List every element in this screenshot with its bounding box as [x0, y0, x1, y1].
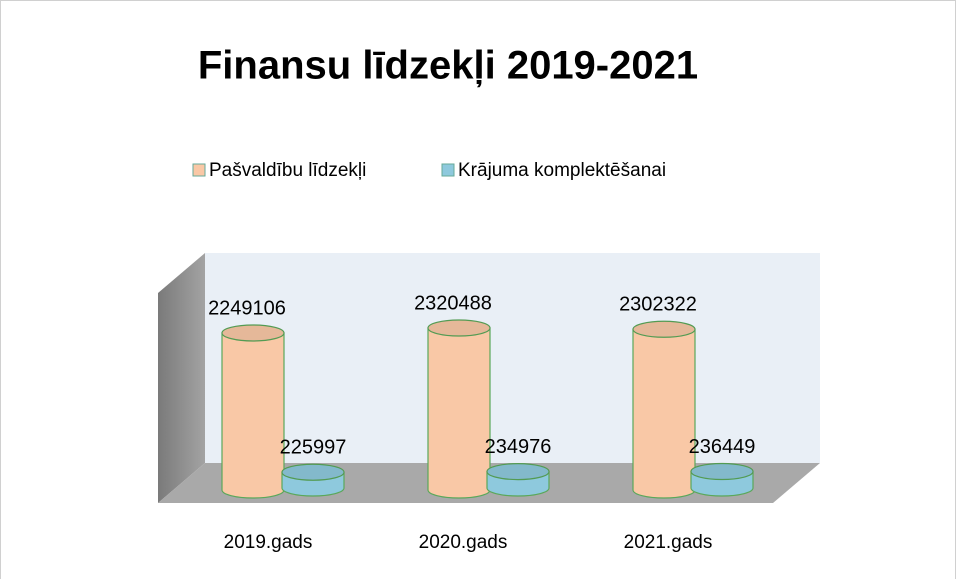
- data-label: 2320488: [414, 292, 492, 314]
- cylinder-body: [427, 327, 491, 499]
- cylinder-body: [221, 332, 285, 499]
- legend-label: Krājuma komplektēšanai: [458, 160, 666, 181]
- cylinder: [632, 320, 696, 499]
- cylinder: [690, 462, 754, 497]
- cylinder-top: [486, 462, 550, 481]
- cylinder-top: [427, 319, 491, 337]
- cylinder-top: [221, 324, 285, 342]
- cylinder: [281, 463, 345, 497]
- legend-swatch: [441, 163, 455, 177]
- data-label: 225997: [280, 437, 347, 459]
- side-wall: [158, 253, 205, 503]
- cylinder: [427, 319, 491, 499]
- cylinder: [486, 462, 550, 497]
- cylinder-top: [632, 320, 696, 338]
- data-label: 234976: [485, 436, 552, 458]
- legend-swatch: [192, 163, 206, 177]
- cylinder: [221, 324, 285, 499]
- x-tick-label: 2021.gads: [624, 532, 713, 553]
- data-label: 2302322: [619, 294, 697, 316]
- cylinder-top: [690, 462, 754, 481]
- x-tick-label: 2019.gads: [224, 532, 313, 553]
- data-label: 2249106: [208, 297, 286, 319]
- legend-label: Pašvaldību līdzekļi: [209, 160, 366, 181]
- data-label: 236449: [689, 436, 756, 458]
- cylinder-body: [632, 328, 696, 499]
- back-wall: [205, 253, 820, 463]
- x-tick-label: 2020.gads: [419, 532, 508, 553]
- cylinder-top: [281, 463, 345, 481]
- chart-title: Finansu līdzekļi 2019-2021: [198, 44, 698, 88]
